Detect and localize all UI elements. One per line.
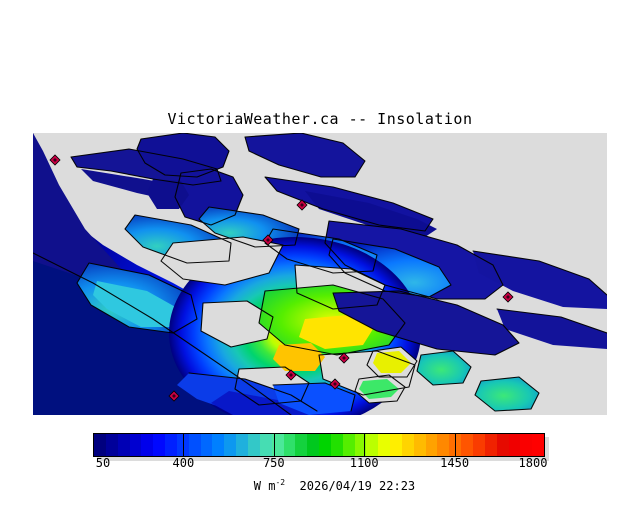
colorbar-tick-labels: 50 400 750 1100 1450 1800 bbox=[93, 456, 548, 470]
water-south-bay bbox=[273, 383, 355, 415]
colorbar-caption: W m-2 2026/04/19 22:23 bbox=[0, 464, 640, 507]
colorbar-swatch-36 bbox=[520, 434, 533, 456]
colorbar-timestamp: 2026/04/19 22:23 bbox=[299, 479, 416, 493]
colorbar-swatch-14 bbox=[259, 434, 272, 456]
colorbar-label-1800: 1800 bbox=[518, 456, 548, 470]
colorbar-swatch-34 bbox=[496, 434, 509, 456]
islet-yellow-1-fill bbox=[373, 351, 411, 373]
station-diamond-marker[interactable] bbox=[296, 199, 308, 211]
colorbar-swatch-4 bbox=[141, 434, 154, 456]
colorbar-swatch-24 bbox=[378, 434, 391, 456]
colorbar-gradient[interactable] bbox=[93, 433, 545, 457]
colorbar-swatch-10 bbox=[212, 434, 225, 456]
colorbar-label-400: 400 bbox=[172, 456, 195, 470]
island-east-deep-2 bbox=[497, 309, 607, 349]
colorbar-swatch-26 bbox=[401, 434, 414, 456]
colorbar-swatch-19 bbox=[319, 434, 331, 456]
island-chain-ne-1 bbox=[245, 133, 365, 177]
colorbar-swatch-28 bbox=[425, 434, 438, 456]
colorbar-units-exponent: -2 bbox=[275, 478, 286, 487]
island-cluster-north-3 bbox=[147, 179, 189, 209]
colorbar-swatch-31 bbox=[461, 434, 473, 456]
station-diamond-marker[interactable] bbox=[502, 291, 514, 303]
screenshot-root: VictoriaWeather.ca -- Insolation bbox=[33, 110, 607, 493]
coastlines bbox=[33, 133, 607, 415]
colorbar-swatch-37 bbox=[532, 434, 544, 456]
island-chain-ne-3 bbox=[305, 191, 437, 237]
colorbar-swatch-9 bbox=[200, 434, 213, 456]
islet-se-teal bbox=[475, 377, 539, 411]
colorbar-swatch-27 bbox=[413, 434, 426, 456]
station-diamond-marker[interactable] bbox=[329, 378, 341, 390]
map-canvas[interactable] bbox=[33, 133, 607, 415]
insolation-yellow-core bbox=[299, 315, 373, 349]
water-south-tongue-2 bbox=[211, 391, 321, 415]
island-mid-east-3 bbox=[199, 207, 299, 247]
colorbar-swatch-29 bbox=[437, 434, 450, 456]
colorbar-swatch-20 bbox=[330, 434, 343, 456]
colorbar-swatch-2 bbox=[117, 434, 130, 456]
colorbar-swatch-11 bbox=[224, 434, 237, 456]
colorbar-swatch-22 bbox=[354, 434, 367, 456]
island-ne-tail bbox=[473, 251, 607, 309]
station-diamond-marker[interactable] bbox=[168, 390, 180, 402]
colorbar-swatch-0 bbox=[94, 434, 106, 456]
water-deep-northwest bbox=[33, 133, 161, 317]
colorbar-swatch-7 bbox=[176, 434, 189, 456]
colorbar-label-1450: 1450 bbox=[440, 456, 470, 470]
colorbar[interactable] bbox=[93, 433, 549, 461]
colorbar-label-50: 50 bbox=[95, 456, 111, 470]
station-markers bbox=[49, 154, 514, 402]
colorbar-swatch-16 bbox=[283, 434, 296, 456]
colorbar-swatch-3 bbox=[129, 434, 142, 456]
colorbar-swatch-18 bbox=[307, 434, 320, 456]
colorbar-swatch-21 bbox=[342, 434, 355, 456]
page-title: VictoriaWeather.ca -- Insolation bbox=[167, 110, 473, 128]
station-diamond-marker[interactable] bbox=[49, 154, 61, 166]
colorbar-label-750: 750 bbox=[262, 456, 285, 470]
insolation-map[interactable] bbox=[33, 133, 607, 415]
colorbar-swatch-8 bbox=[188, 434, 201, 456]
colorbar-swatch-32 bbox=[473, 434, 485, 456]
colorbar-swatch-15 bbox=[271, 434, 284, 456]
island-east-deep bbox=[333, 291, 519, 355]
islet-teal-1 bbox=[417, 351, 471, 385]
colorbar-swatch-23 bbox=[366, 434, 379, 456]
colorbar-swatch-30 bbox=[449, 434, 462, 456]
island-bright-cyan-2 bbox=[93, 281, 179, 327]
station-diamond-marker[interactable] bbox=[285, 369, 297, 381]
colorbar-units-label: W m bbox=[253, 479, 276, 493]
colorbar-swatch-5 bbox=[153, 434, 166, 456]
colorbar-swatch-1 bbox=[105, 434, 118, 456]
colorbar-label-1100: 1100 bbox=[349, 456, 379, 470]
colorbar-swatch-17 bbox=[295, 434, 308, 456]
colorbar-swatch-25 bbox=[390, 434, 402, 456]
colorbar-swatch-35 bbox=[508, 434, 521, 456]
colorbar-swatch-12 bbox=[236, 434, 248, 456]
colorbar-swatch-6 bbox=[165, 434, 177, 456]
station-diamond-marker[interactable] bbox=[338, 352, 350, 364]
land-cutout-2 bbox=[201, 301, 273, 347]
colorbar-swatch-13 bbox=[247, 434, 260, 456]
station-diamond-marker[interactable] bbox=[262, 234, 274, 246]
colorbar-swatch-33 bbox=[484, 434, 497, 456]
